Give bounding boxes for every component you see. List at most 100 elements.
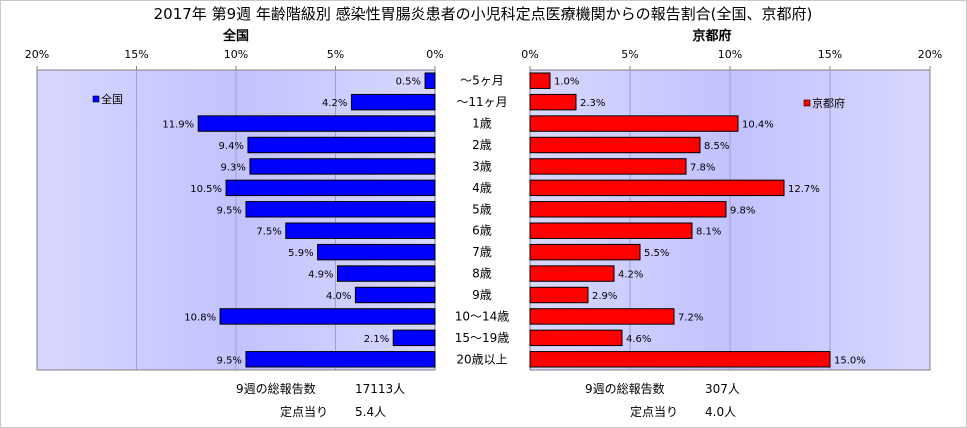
right-data-labels: 1.0%2.3%10.4%8.5%7.8%12.7%9.8%8.1%5.5%4.…: [554, 77, 866, 367]
left-data-labels: 0.5% 4.2% 11.9% 9.4% 9.3% 10.5% 9.5% 7.5% 5.9% 4.…: [162, 77, 421, 367]
right-data-label: 4.6%: [626, 334, 651, 345]
right-x-axis: 0% 5% 10% 15% 20%: [521, 48, 942, 70]
right-tick-label: 0%: [521, 48, 538, 61]
left-bar: [247, 136, 436, 154]
right-data-label: 9.8%: [730, 205, 755, 216]
left-data-label: 9.5%: [217, 205, 242, 216]
left-data-label: 4.9%: [308, 270, 333, 281]
left-footer: 9週の総報告数 17113人 定点当り 5.4人: [236, 381, 405, 419]
right-data-label: 1.0%: [554, 77, 579, 88]
right-panel-title: 京都府: [692, 28, 731, 44]
right-per-site-label: 定点当り: [630, 404, 678, 419]
right-data-label: 8.5%: [704, 141, 729, 152]
left-bar: [424, 72, 436, 89]
right-tick-label: 20%: [918, 48, 942, 61]
category-label: 5歳: [472, 202, 492, 216]
left-data-label: 7.5%: [256, 227, 281, 238]
left-bar: [354, 286, 436, 304]
right-bar: [529, 265, 615, 282]
left-data-label: 11.9%: [162, 120, 194, 131]
right-bar: [529, 308, 675, 325]
right-data-label: 12.7%: [788, 184, 820, 195]
left-bar: [197, 115, 436, 132]
right-bar: [529, 158, 687, 175]
right-data-label: 7.2%: [678, 312, 703, 323]
category-label: 20歳以上: [456, 352, 507, 366]
right-bar: [529, 93, 577, 111]
right-data-label: 2.9%: [592, 291, 617, 302]
right-per-site-value: 4.0人: [705, 405, 736, 419]
left-tick-label: 20%: [25, 48, 49, 61]
left-tick-label: 5%: [327, 48, 344, 61]
category-label: 〜11ヶ月: [456, 95, 507, 109]
left-tick-label: 0%: [426, 48, 443, 61]
left-bar: [350, 93, 436, 111]
right-bar: [529, 286, 589, 304]
left-bar: [225, 179, 436, 197]
category-labels: 〜5ヶ月〜11ヶ月 1歳 2歳 3歳 4歳 5歳 6歳 7歳 8歳 9歳 10〜14歳 15〜19歳 2…: [455, 74, 510, 367]
left-reports-value: 17113人: [355, 382, 405, 396]
right-bar: [529, 72, 551, 89]
right-bar: [529, 179, 785, 197]
category-label: 2歳: [472, 138, 492, 152]
right-legend: 京都府: [803, 96, 845, 110]
category-label: 6歳: [472, 224, 492, 238]
right-legend-swatch: [803, 99, 811, 107]
left-legend-label: 全国: [101, 92, 123, 106]
right-legend-label: 京都府: [812, 96, 845, 110]
left-bar: [317, 243, 436, 261]
left-bar: [285, 222, 436, 239]
left-per-site-value: 5.4人: [355, 405, 386, 419]
left-bar: [245, 351, 436, 368]
category-label: 15〜19歳: [455, 331, 510, 345]
right-tick-label: 15%: [818, 48, 842, 61]
right-data-label: 5.5%: [644, 248, 669, 259]
chart-title: 2017年 第9週 年齢階級別 感染性胃腸炎患者の小児科定点医療機関からの報告割…: [154, 5, 813, 23]
left-data-label: 5.9%: [288, 248, 313, 259]
right-data-label: 15.0%: [834, 355, 866, 366]
category-label: 1歳: [472, 117, 492, 131]
left-tick-label: 10%: [224, 48, 248, 61]
category-label: 8歳: [472, 267, 492, 281]
left-data-label: 9.4%: [219, 141, 244, 152]
right-reports-value: 307人: [705, 382, 740, 396]
right-bar: [529, 136, 701, 154]
left-data-label: 0.5%: [396, 77, 421, 88]
right-bar: [529, 201, 727, 218]
left-data-label: 9.5%: [217, 355, 242, 366]
left-data-label: 2.1%: [364, 334, 389, 345]
category-label: 7歳: [472, 245, 492, 259]
category-label: 3歳: [472, 159, 492, 173]
right-series-bars: [529, 72, 831, 368]
right-footer: 9週の総報告数 307人 定点当り 4.0人: [585, 381, 740, 419]
category-label: 10〜14歳: [455, 309, 510, 323]
right-bar: [529, 351, 831, 368]
right-tick-label: 10%: [718, 48, 742, 61]
left-bar: [336, 265, 436, 282]
right-bar: [529, 243, 641, 261]
left-tick-label: 15%: [124, 48, 148, 61]
left-legend-swatch: [92, 95, 100, 103]
left-reports-label: 9週の総報告数: [236, 381, 316, 396]
right-data-label: 2.3%: [580, 98, 605, 109]
left-data-label: 10.8%: [184, 312, 216, 323]
right-data-label: 8.1%: [696, 227, 721, 238]
right-bar: [529, 222, 693, 239]
right-tick-label: 5%: [621, 48, 638, 61]
category-label: 4歳: [472, 181, 492, 195]
left-data-label: 10.5%: [190, 184, 222, 195]
right-data-label: 7.8%: [690, 162, 715, 173]
category-label: 〜5ヶ月: [460, 74, 504, 88]
left-per-site-label: 定点当り: [280, 404, 328, 419]
right-bar: [529, 329, 623, 347]
left-bar: [392, 329, 436, 347]
left-legend: 全国: [92, 92, 123, 106]
left-panel-title: 全国: [222, 28, 249, 44]
right-data-label: 4.2%: [618, 270, 643, 281]
right-bar: [529, 115, 739, 132]
left-data-label: 9.3%: [221, 162, 246, 173]
left-x-axis: 20% 15% 10% 5% 0%: [25, 48, 444, 70]
left-bar: [245, 201, 436, 218]
category-label: 9歳: [472, 288, 492, 302]
